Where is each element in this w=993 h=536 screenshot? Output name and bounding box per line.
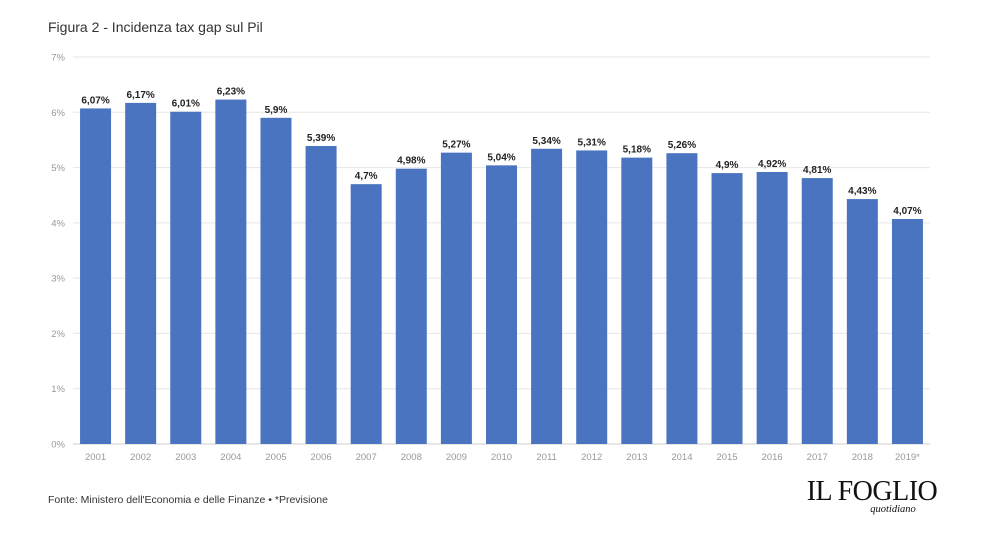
logo-wordmark: IL FOGLIO <box>806 476 938 507</box>
x-tick-label: 2019* <box>895 452 920 463</box>
data-label: 4,92% <box>758 159 786 170</box>
bar <box>531 148 563 444</box>
data-label: 5,18% <box>623 145 651 156</box>
x-tick-label: 2010 <box>491 452 512 463</box>
y-tick-label: 6% <box>51 108 65 119</box>
y-tick-label: 2% <box>51 329 65 340</box>
data-label: 6,17% <box>126 90 154 101</box>
x-tick-label: 2013 <box>626 452 647 463</box>
bar <box>305 146 337 444</box>
data-label: 6,01% <box>172 99 200 110</box>
x-tick-label: 2007 <box>356 452 377 463</box>
x-tick-label: 2018 <box>852 452 873 463</box>
y-tick-label: 5% <box>51 163 65 174</box>
bar <box>621 157 653 444</box>
x-tick-label: 2001 <box>85 452 106 463</box>
x-tick-label: 2016 <box>762 452 783 463</box>
bar <box>395 168 427 445</box>
x-tick-label: 2009 <box>446 452 467 463</box>
data-label: 5,9% <box>265 105 288 116</box>
bar-chart: 0% 1% 2% 3% 4% 5% 6% 7% 6,07% 2001 6,17% 2002 6,01% 2… <box>51 53 930 463</box>
x-tick-label: 2003 <box>175 452 196 463</box>
x-tick-label: 2014 <box>671 452 692 463</box>
bar <box>125 102 157 444</box>
chart-title: Figura 2 - Incidenza tax gap sul Pil <box>48 19 263 35</box>
bar <box>486 165 517 445</box>
bar <box>891 218 923 444</box>
bar <box>576 150 608 444</box>
data-label: 4,98% <box>397 156 425 167</box>
x-tick-label: 2011 <box>536 452 556 463</box>
data-label: 4,81% <box>803 165 831 176</box>
data-label: 5,04% <box>487 152 515 163</box>
data-label: 5,39% <box>307 133 335 144</box>
data-label: 4,43% <box>848 186 876 197</box>
data-label: 6,23% <box>217 87 245 98</box>
x-tick-label: 2002 <box>130 452 151 463</box>
bar <box>846 199 878 444</box>
bar <box>666 153 698 444</box>
data-label: 5,27% <box>442 140 470 151</box>
x-tick-label: 2008 <box>401 452 422 463</box>
x-tick-label: 2004 <box>220 452 241 463</box>
data-label: 4,7% <box>355 171 378 182</box>
x-tick-label: 2005 <box>265 452 286 463</box>
y-tick-label: 1% <box>51 384 65 395</box>
bar <box>711 173 743 444</box>
bar <box>756 171 788 444</box>
bar <box>350 184 382 444</box>
data-label: 4,07% <box>893 206 921 217</box>
y-tick-label: 0% <box>51 440 65 451</box>
il-foglio-logo: IL FOGLIO quotidiano <box>797 476 947 516</box>
data-label: 5,34% <box>532 136 560 147</box>
x-tick-label: 2015 <box>716 452 737 463</box>
bar <box>215 99 247 444</box>
bar <box>170 111 202 445</box>
y-tick-label: 7% <box>51 53 65 64</box>
data-label: 4,9% <box>716 160 739 171</box>
data-label: 5,26% <box>668 140 696 151</box>
x-tick-label: 2017 <box>807 452 828 463</box>
logo-subtitle: quotidiano <box>870 504 916 515</box>
source-note: Fonte: Ministero dell'Economia e delle F… <box>48 494 328 506</box>
bar <box>80 108 112 444</box>
x-tick-label: 2012 <box>581 452 602 463</box>
y-tick-label: 3% <box>51 274 65 285</box>
data-label: 6,07% <box>81 95 109 106</box>
y-tick-label: 4% <box>51 218 65 229</box>
data-label: 5,31% <box>578 137 606 148</box>
bar <box>260 117 292 445</box>
bar <box>801 178 833 444</box>
bar <box>440 152 472 444</box>
x-tick-label: 2006 <box>311 452 332 463</box>
